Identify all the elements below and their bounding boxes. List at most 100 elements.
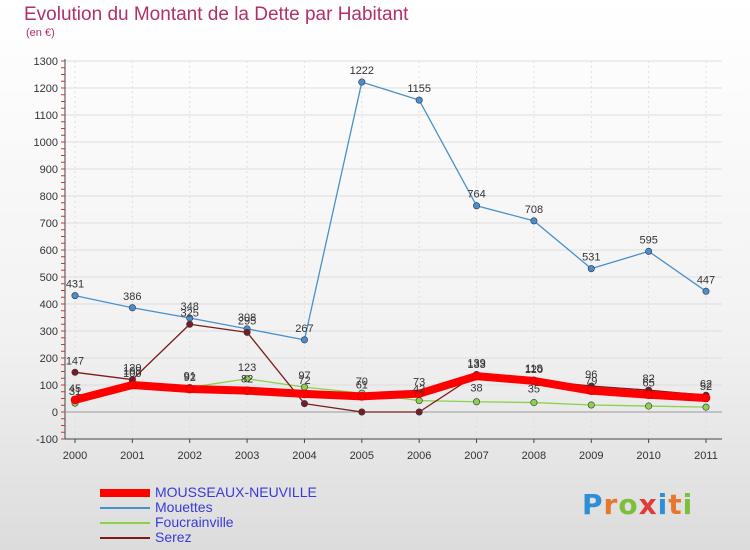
data-point-foucrainville bbox=[530, 399, 538, 407]
data-label-serez: 62 bbox=[700, 378, 712, 390]
data-label-serez: 147 bbox=[66, 355, 84, 367]
legend-item-mouettes: Mouettes bbox=[100, 500, 317, 515]
data-label-foucrainville: 91 bbox=[184, 370, 196, 382]
proxiti-logo: Proxiti bbox=[582, 488, 693, 521]
data-point-foucrainville bbox=[415, 397, 423, 405]
data-label-foucrainville: 70 bbox=[356, 376, 368, 388]
y-tick-label: 700 bbox=[40, 218, 58, 230]
data-point-foucrainville bbox=[243, 375, 251, 383]
data-label-mouettes: 267 bbox=[295, 323, 313, 335]
y-tick-label: 900 bbox=[40, 164, 58, 176]
data-label-foucrainville: 38 bbox=[470, 383, 482, 395]
data-label-foucrainville: 123 bbox=[238, 362, 256, 374]
data-label-mouettes: 708 bbox=[525, 204, 543, 216]
y-tick-label: 100 bbox=[40, 380, 58, 392]
x-tick-label: 2010 bbox=[636, 450, 660, 462]
y-tick-label: 1100 bbox=[34, 110, 58, 122]
data-point-foucrainville bbox=[473, 398, 481, 406]
data-point-serez bbox=[300, 400, 308, 408]
y-tick-label: 1300 bbox=[34, 56, 58, 68]
data-point-mouettes bbox=[128, 304, 136, 312]
data-label-foucrainville: 108 bbox=[123, 366, 141, 378]
data-label-mousseaux-neuville: 133 bbox=[467, 359, 485, 371]
y-tick-label: 500 bbox=[40, 272, 58, 284]
x-tick-label: 2006 bbox=[407, 450, 431, 462]
data-label-mouettes: 348 bbox=[181, 301, 199, 313]
legend-swatch-mousseaux-neuville bbox=[100, 488, 150, 497]
data-point-mouettes bbox=[702, 287, 710, 295]
x-tick-label: 2001 bbox=[120, 450, 144, 462]
series-line-serez bbox=[74, 323, 707, 413]
data-point-mousseaux-neuville bbox=[472, 371, 481, 381]
data-label-foucrainville: 97 bbox=[298, 370, 310, 382]
legend-label-mousseaux-neuville: MOUSSEAUX-NEUVILLE bbox=[155, 484, 317, 500]
data-label-mousseaux-neuville: 73 bbox=[413, 377, 425, 389]
y-tick-label: 1200 bbox=[34, 83, 58, 95]
legend-label-mouettes: Mouettes bbox=[155, 499, 213, 515]
data-point-mouettes bbox=[473, 202, 481, 210]
logo-letter: t bbox=[668, 488, 683, 521]
legend-label-foucrainville: Foucrainville bbox=[155, 514, 234, 530]
logo-letter: i bbox=[682, 488, 694, 521]
data-point-mousseaux-neuville bbox=[586, 386, 596, 395]
data-point-mousseaux-neuville bbox=[128, 380, 137, 390]
data-label-mousseaux-neuville: 82 bbox=[241, 374, 253, 386]
data-point-serez bbox=[415, 408, 423, 416]
y-tick-label: -100 bbox=[36, 434, 58, 446]
legend-swatch-foucrainville bbox=[100, 521, 150, 524]
data-point-mousseaux-neuville bbox=[357, 392, 367, 401]
data-point-mouettes bbox=[300, 336, 308, 344]
legend-swatch-mouettes bbox=[100, 506, 150, 509]
y-tick-label: 800 bbox=[40, 191, 58, 203]
data-label-serez: 96 bbox=[585, 369, 597, 381]
series-line-mouettes bbox=[74, 81, 707, 341]
y-tick-label: 400 bbox=[40, 299, 58, 311]
data-point-serez bbox=[71, 368, 79, 376]
data-label-mouettes: 431 bbox=[66, 279, 84, 291]
legend-label-serez: Serez bbox=[155, 529, 192, 545]
data-point-mouettes bbox=[71, 292, 79, 300]
data-point-mousseaux-neuville bbox=[529, 376, 539, 386]
data-label-foucrainville: 35 bbox=[528, 384, 540, 396]
data-label-mouettes: 1222 bbox=[350, 65, 374, 77]
data-point-mouettes bbox=[530, 217, 538, 225]
data-point-mouettes bbox=[415, 96, 423, 104]
data-label-mousseaux-neuville: 92 bbox=[184, 372, 196, 384]
data-point-foucrainville bbox=[645, 402, 653, 410]
data-point-mouettes bbox=[587, 265, 595, 273]
x-tick-label: 2005 bbox=[350, 450, 374, 462]
data-point-mouettes bbox=[645, 247, 653, 255]
data-point-serez bbox=[243, 328, 251, 336]
series-line-mousseaux-neuville bbox=[71, 372, 710, 404]
x-tick-label: 2011 bbox=[694, 450, 718, 462]
x-tick-label: 2008 bbox=[522, 450, 546, 462]
data-label-mousseaux-neuville: 52 bbox=[700, 381, 712, 393]
logo-letter: x bbox=[638, 488, 658, 521]
x-tick-label: 2003 bbox=[235, 450, 259, 462]
data-label-serez: 295 bbox=[238, 315, 256, 327]
logo-letter: i bbox=[657, 488, 669, 521]
data-label-mousseaux-neuville: 65 bbox=[643, 378, 655, 390]
data-label-serez: 118 bbox=[525, 363, 543, 375]
logo-letter: o bbox=[618, 488, 639, 521]
legend-item-serez: Serez bbox=[100, 530, 317, 545]
x-tick-label: 2000 bbox=[63, 450, 87, 462]
data-label-mouettes: 447 bbox=[697, 274, 715, 286]
data-label-mousseaux-neuville: 61 bbox=[356, 379, 368, 391]
data-point-serez bbox=[186, 320, 194, 328]
x-tick-label: 2002 bbox=[177, 450, 201, 462]
data-label-serez: 120 bbox=[123, 363, 141, 375]
data-point-serez bbox=[358, 408, 366, 416]
logo-letter: P bbox=[582, 488, 604, 521]
y-tick-label: 0 bbox=[52, 407, 58, 419]
data-label-mousseaux-neuville: 79 bbox=[585, 376, 597, 388]
x-tick-label: 2009 bbox=[579, 450, 603, 462]
chart-subtitle: (en €) bbox=[26, 27, 55, 39]
data-label-mouettes: 1155 bbox=[407, 83, 431, 95]
y-tick-label: 1000 bbox=[34, 137, 58, 149]
data-label-mousseaux-neuville: 45 bbox=[69, 383, 81, 395]
data-point-mousseaux-neuville bbox=[644, 390, 653, 400]
data-label-mouettes: 595 bbox=[639, 234, 657, 246]
data-label-mousseaux-neuville: 72 bbox=[298, 375, 310, 387]
